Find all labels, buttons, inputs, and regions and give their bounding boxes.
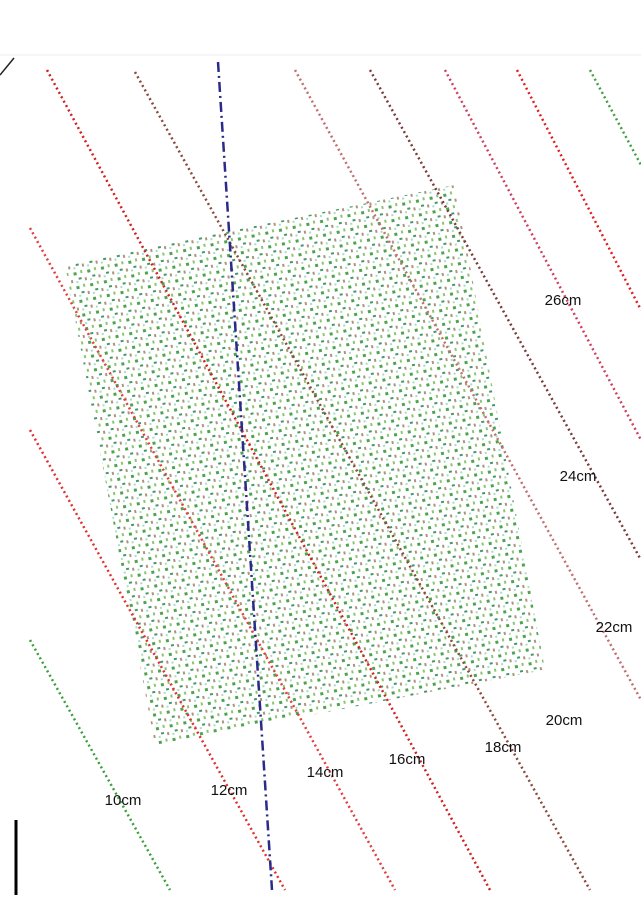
contour-label: 20cm <box>546 712 583 729</box>
contour-label: 16cm <box>389 751 426 768</box>
contour-label: 10cm <box>105 792 142 809</box>
contour-line <box>517 70 641 310</box>
contour-label: 24cm <box>560 468 597 485</box>
contour-label: 26cm <box>545 292 582 309</box>
contour-line <box>590 70 641 165</box>
contour-label: 14cm <box>307 764 344 781</box>
contour-label: 22cm <box>596 619 633 636</box>
edge-mark <box>0 58 14 75</box>
contour-label: 12cm <box>211 782 248 799</box>
contour-label: 18cm <box>485 739 522 756</box>
map: 10cm 12cm 14cm 16cm 18cm 20cm 22cm 24cm 26cm <box>0 0 641 897</box>
vegetation-area <box>65 185 545 745</box>
page: 10cm12cm14cm16cm18cm20cm22cm24cm26cm (()… <box>0 0 641 897</box>
